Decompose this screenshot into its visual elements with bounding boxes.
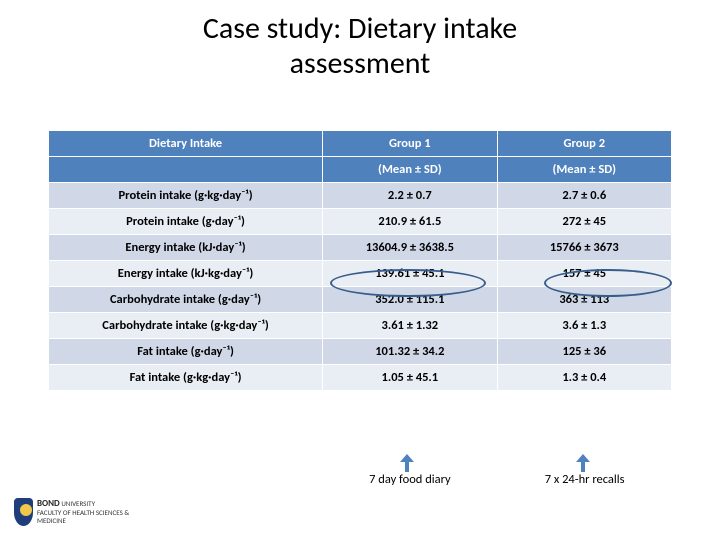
table-row: Protein intake (g·kg·day⁻¹) 2.2 ± 0.7 2.…	[49, 183, 672, 209]
col-header-1: Group 1	[323, 131, 497, 157]
cell: Energy intake (kJ·kg·day⁻¹)	[49, 261, 323, 287]
up-arrow-icon	[400, 454, 414, 472]
cell: 1.3 ± 0.4	[497, 365, 671, 391]
table-row: Carbohydrate intake (g·kg·day⁻¹) 3.61 ± …	[49, 313, 672, 339]
logo-sub: UNIVERSITY	[61, 499, 95, 508]
intake-table: Dietary Intake Group 1 Group 2 (Mean ± S…	[48, 130, 672, 391]
highlight-ellipse-1	[330, 269, 486, 297]
cell: Protein intake (g·kg·day⁻¹)	[49, 183, 323, 209]
cell: Fat intake (g·kg·day⁻¹)	[49, 365, 323, 391]
footer-labels: 7 day food diary 7 x 24-hr recalls	[48, 472, 672, 487]
logo-text: BOND UNIVERSITY FACULTY OF HEALTH SCIENC…	[37, 499, 134, 524]
cell: 3.6 ± 1.3	[497, 313, 671, 339]
table-row: Protein intake (g·day⁻¹) 210.9 ± 61.5 27…	[49, 209, 672, 235]
cell: 2.2 ± 0.7	[323, 183, 497, 209]
cell: 1.05 ± 45.1	[323, 365, 497, 391]
col-header-0: Dietary Intake	[49, 131, 323, 157]
logo-faculty: FACULTY OF HEALTH SCIENCES & MEDICINE	[37, 508, 129, 525]
cell: 15766 ± 3673	[497, 235, 671, 261]
footer-label-1: 7 day food diary	[323, 472, 498, 487]
table-header-row: Dietary Intake Group 1 Group 2	[49, 131, 672, 157]
highlight-ellipse-2	[544, 269, 672, 297]
cell: 2.7 ± 0.6	[497, 183, 671, 209]
subheader-2: (Mean ± SD)	[497, 157, 671, 183]
cell: 13604.9 ± 3638.5	[323, 235, 497, 261]
title-line-1: Case study: Dietary intake	[203, 10, 517, 47]
table-subheader-row: (Mean ± SD) (Mean ± SD)	[49, 157, 672, 183]
table-row: Energy intake (kJ·day⁻¹) 13604.9 ± 3638.…	[49, 235, 672, 261]
page-title: Case study: Dietary intake assessment	[0, 0, 720, 81]
cell: Carbohydrate intake (g·kg·day⁻¹)	[49, 313, 323, 339]
university-logo: BOND UNIVERSITY FACULTY OF HEALTH SCIENC…	[14, 492, 134, 532]
cell: 101.32 ± 34.2	[323, 339, 497, 365]
shield-icon	[14, 498, 33, 526]
cell: 210.9 ± 61.5	[323, 209, 497, 235]
subheader-0	[49, 157, 323, 183]
cell: 272 ± 45	[497, 209, 671, 235]
table-row: Fat intake (g·day⁻¹) 101.32 ± 34.2 125 ±…	[49, 339, 672, 365]
cell: Energy intake (kJ·day⁻¹)	[49, 235, 323, 261]
cell: Carbohydrate intake (g·day⁻¹)	[49, 287, 323, 313]
up-arrow-icon	[576, 454, 590, 472]
spacer	[48, 472, 323, 487]
title-line-2: assessment	[290, 45, 431, 82]
cell: 3.61 ± 1.32	[323, 313, 497, 339]
col-header-2: Group 2	[497, 131, 671, 157]
cell: 125 ± 36	[497, 339, 671, 365]
cell: Protein intake (g·day⁻¹)	[49, 209, 323, 235]
cell: Fat intake (g·day⁻¹)	[49, 339, 323, 365]
table-row: Fat intake (g·kg·day⁻¹) 1.05 ± 45.1 1.3 …	[49, 365, 672, 391]
subheader-1: (Mean ± SD)	[323, 157, 497, 183]
footer-label-2: 7 x 24-hr recalls	[497, 472, 672, 487]
